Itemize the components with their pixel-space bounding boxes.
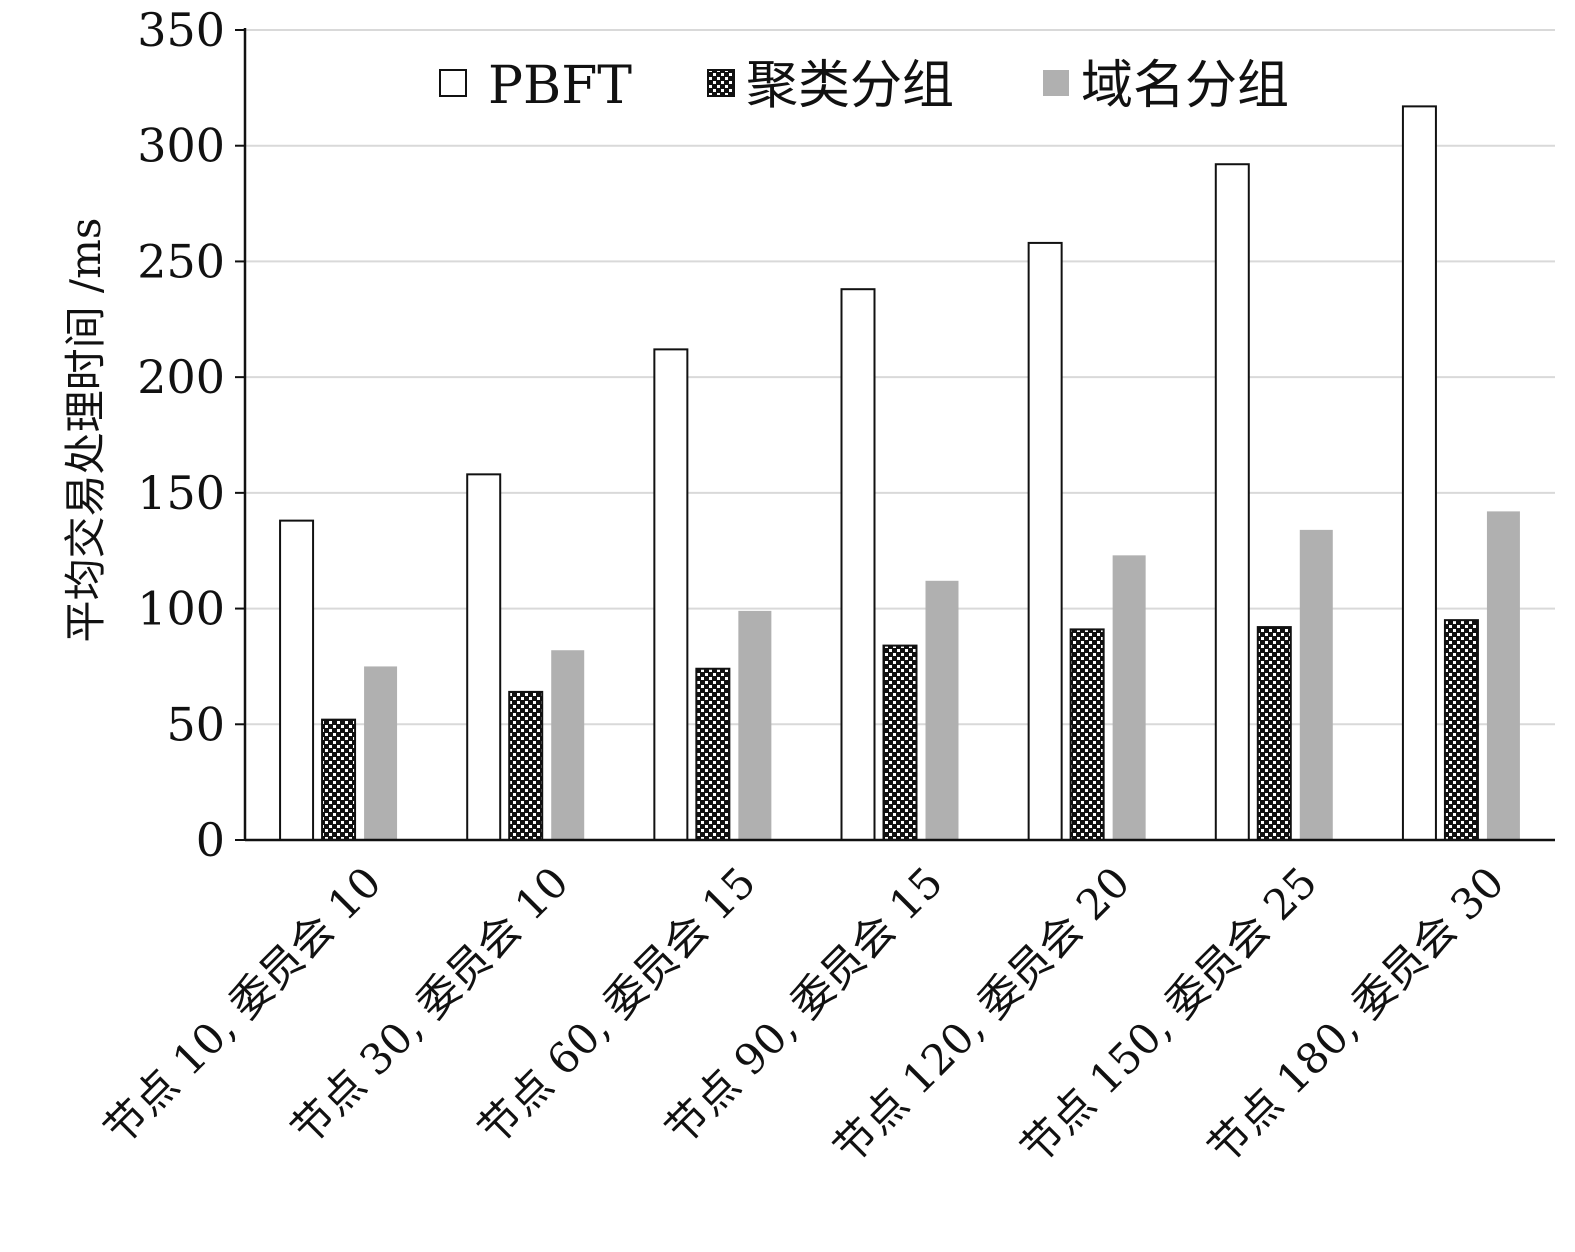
y-tick-labels: 0 50 100 150 200 250 300 350 <box>137 3 225 867</box>
bar <box>738 610 772 840</box>
legend-swatch <box>707 69 735 97</box>
bars <box>279 105 1520 842</box>
y-tick-label: 300 <box>137 119 225 173</box>
legend-swatch <box>439 69 467 97</box>
y-tick-label: 250 <box>137 234 225 288</box>
bar <box>1112 555 1146 840</box>
legend-swatch <box>1043 70 1069 96</box>
y-tick-label: 200 <box>137 350 225 404</box>
axes <box>235 28 1555 842</box>
bar <box>466 473 502 841</box>
y-tick-label: 0 <box>196 813 225 867</box>
y-tick-label: 100 <box>137 582 225 636</box>
bar <box>279 519 315 842</box>
bar <box>1256 626 1292 841</box>
y-tick-label: 150 <box>137 466 225 520</box>
legend-label: 域名分组 <box>1081 56 1289 116</box>
bar <box>1299 529 1333 840</box>
bar <box>1443 619 1479 842</box>
bar <box>840 288 876 841</box>
bar <box>1027 241 1063 841</box>
legend-label: 聚类分组 <box>746 56 954 116</box>
bar <box>882 644 918 841</box>
bar <box>364 666 398 840</box>
y-tick-label: 50 <box>166 697 225 751</box>
bar <box>1214 163 1250 841</box>
bar <box>1486 511 1520 840</box>
y-axis-title: 平均交易处理时间 /ms <box>61 218 110 643</box>
bar <box>508 690 544 842</box>
legend: PBFT 聚类分组 域名分组 <box>439 56 1289 116</box>
bar <box>551 650 585 840</box>
bar <box>321 718 357 842</box>
y-tick-label: 350 <box>137 3 225 57</box>
bar <box>653 348 689 841</box>
gridlines <box>245 29 1555 726</box>
bar <box>1069 628 1105 842</box>
legend-label: PBFT <box>488 56 632 116</box>
bar <box>925 580 959 840</box>
bar <box>1401 105 1437 842</box>
bar <box>695 667 731 841</box>
